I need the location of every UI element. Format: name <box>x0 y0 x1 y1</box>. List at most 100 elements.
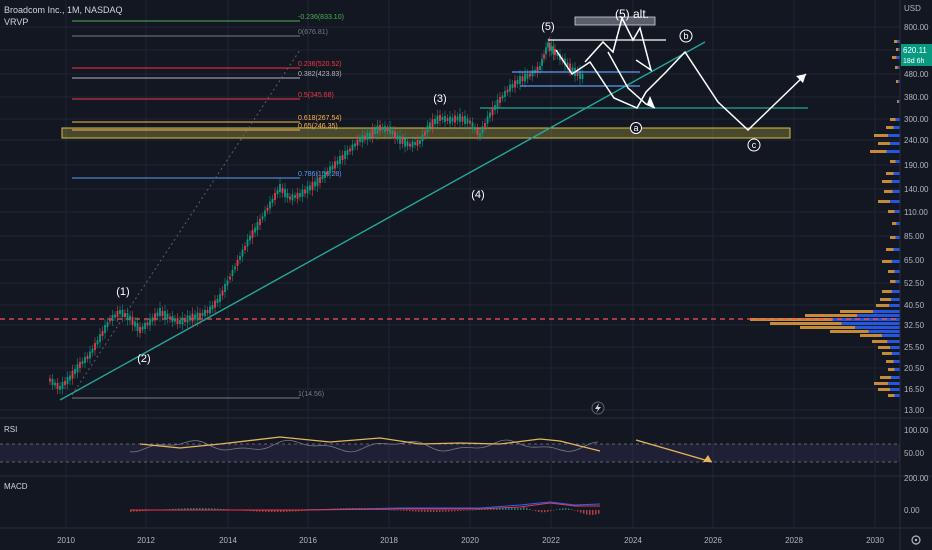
candle-body <box>269 201 271 209</box>
candle-body <box>456 116 459 121</box>
macd-bar <box>589 510 591 515</box>
volume-profile-bar-up <box>889 304 900 307</box>
candle-body <box>569 63 571 71</box>
macd-pane[interactable]: MACD 200.00 0.00 <box>4 474 929 515</box>
candle-body <box>384 126 386 132</box>
wave-label-5: (5) <box>541 21 554 33</box>
volume-profile-bar-down <box>874 134 889 137</box>
macd-bar <box>493 508 495 510</box>
macd-bar <box>418 510 420 512</box>
rsi-pane[interactable]: RSI 100.00 50.00 <box>0 425 929 463</box>
symbol-title[interactable]: Broadcom Inc., 1M, NASDAQ <box>4 5 123 15</box>
volume-profile-bar-up <box>882 334 900 337</box>
candle-body <box>96 340 99 345</box>
macd-bar <box>211 508 213 510</box>
candle-body <box>289 196 291 200</box>
lightning-icon[interactable] <box>591 401 605 415</box>
wave-label-5-alt: (5) alt. <box>615 7 649 21</box>
circle-b-label: b <box>683 31 688 41</box>
candle-body <box>406 141 409 147</box>
candle-body <box>199 313 201 319</box>
candle-body <box>356 139 359 146</box>
candle-body <box>471 122 474 129</box>
macd-bar <box>301 510 303 511</box>
macd-bar <box>568 508 570 510</box>
volume-profile-bar-down <box>886 360 894 363</box>
candle-body <box>516 80 519 84</box>
macd-bar <box>532 510 534 511</box>
volume-profile-bar-up <box>897 40 900 43</box>
volume-profile-bar-up <box>841 322 900 325</box>
macd-bar <box>139 510 141 512</box>
candle-body <box>479 133 481 137</box>
wave-label-2: (2) <box>137 353 150 365</box>
candle-body <box>64 381 66 385</box>
rsi-ma-line <box>139 436 601 452</box>
price-candles[interactable] <box>49 36 584 395</box>
target-box[interactable] <box>574 16 656 26</box>
macd-bar <box>454 510 456 512</box>
volume-profile-bar-down <box>884 190 893 193</box>
volume-profile-bar-down <box>897 100 899 103</box>
volume-profile-bar-down <box>800 326 855 329</box>
candle-body <box>494 105 496 110</box>
time-axis[interactable]: 2010 2012 2014 2016 2018 2020 2022 2024 2026 2028… <box>57 536 884 545</box>
time-tick-label: 2030 <box>866 536 884 545</box>
trend-line[interactable] <box>59 41 706 401</box>
candle-body <box>416 139 419 146</box>
macd-bar <box>292 510 294 512</box>
candle-body <box>504 91 506 97</box>
volume-profile-bar-down <box>882 352 892 355</box>
candle-body <box>59 386 61 390</box>
candle-body <box>454 115 456 123</box>
volume-profile-bar-up <box>897 66 900 69</box>
macd-bar <box>142 510 144 512</box>
macd-bar <box>442 510 444 512</box>
candle-body <box>489 112 491 118</box>
fib-level-label: 0(676.81) <box>298 29 328 36</box>
candle-body <box>506 89 509 93</box>
candle-body <box>121 310 124 317</box>
volume-profile-bar-up <box>887 340 900 343</box>
fib-retracement[interactable]: -0.236(833.10) 0(676.81) 0.236(520.52) 0.38… <box>72 14 344 399</box>
volume-profile-bar-down <box>878 200 891 203</box>
macd-bar <box>265 510 267 512</box>
candle-body <box>396 135 399 140</box>
candle-body <box>306 186 309 194</box>
candle-body <box>346 150 349 155</box>
macd-bar <box>514 508 516 510</box>
candle-body <box>331 165 334 170</box>
fib-golden-zone[interactable] <box>61 127 791 139</box>
volume-profile-bar-down <box>886 126 894 129</box>
macd-bar <box>451 510 453 512</box>
macd-bar <box>526 507 528 510</box>
candle-body <box>576 71 579 76</box>
volume-profile-bar-up <box>894 394 900 397</box>
volume-profile-bar-down <box>880 376 891 379</box>
fib-level-label: -0.236(833.10) <box>298 14 344 21</box>
gear-icon[interactable] <box>911 535 921 545</box>
candle-body <box>334 161 336 169</box>
macd-bar <box>409 510 411 512</box>
candle-body <box>94 343 96 350</box>
volume-profile-bar-down <box>860 334 882 337</box>
volume-profile-bar-up <box>898 48 900 51</box>
candle-body <box>409 143 411 147</box>
candle-body <box>261 216 264 220</box>
volume-profile-bar-up <box>893 126 900 129</box>
volume-profile-bar-up <box>894 368 900 371</box>
candle-body <box>511 84 514 88</box>
candle-body <box>151 317 154 322</box>
elliott-projection[interactable] <box>555 15 807 132</box>
candle-body <box>548 42 551 51</box>
volume-profile-bar-up <box>888 134 900 137</box>
candle-body <box>314 181 316 187</box>
macd-bar <box>550 510 552 512</box>
candle-body <box>194 314 196 320</box>
vrvp-label[interactable]: VRVP <box>4 17 28 27</box>
candle-body <box>231 270 234 276</box>
volume-profile-bar-down <box>882 290 892 293</box>
candle-body <box>509 84 511 92</box>
candle-body <box>206 310 209 313</box>
